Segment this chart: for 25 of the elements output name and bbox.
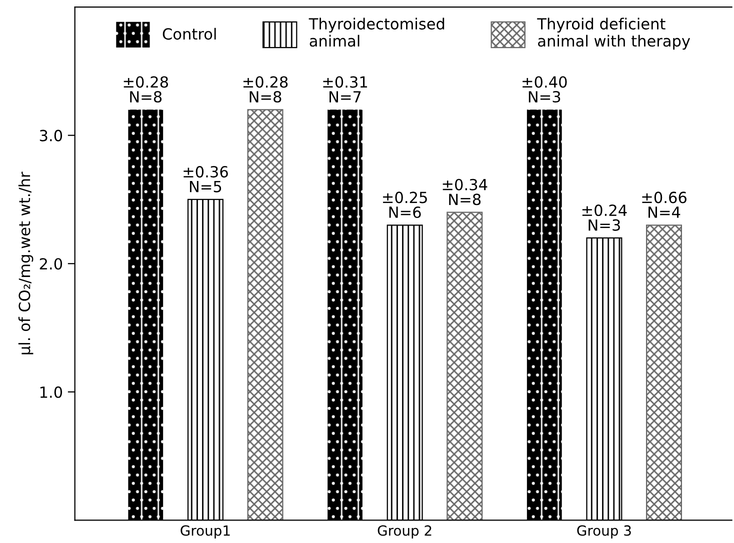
- y-tick-label: 2.0: [40, 258, 62, 270]
- y-tick-label: 1.0: [40, 386, 62, 398]
- bar: [646, 224, 682, 520]
- bar: [328, 110, 362, 520]
- data-label: ±0.34 N=8: [442, 178, 488, 206]
- bar: [526, 110, 562, 520]
- x-tick-label: Group 3: [577, 525, 631, 538]
- data-label: ±0.36 N=5: [184, 166, 228, 192]
- bar: [446, 212, 483, 520]
- y-tick-label: 3.0: [40, 130, 62, 142]
- legend-label: Thyroid deficient animal with therapy: [537, 18, 690, 50]
- data-label: ±0.66 N=4: [642, 192, 686, 218]
- x-tick-label: Group 2: [378, 525, 432, 538]
- x-tick-label: Group1: [180, 525, 230, 538]
- bar: [247, 109, 284, 520]
- bar: [128, 110, 164, 520]
- data-label: ±0.40 N=3: [522, 76, 567, 103]
- data-label: ±0.24 N=3: [582, 204, 627, 231]
- data-label: ±0.31 N=7: [323, 76, 368, 102]
- data-label: ±0.28 N=8: [124, 76, 168, 103]
- data-label: ±0.28 N=8: [243, 76, 288, 103]
- y-axis-title: μl. of CO₂/mg.wet wt./hr: [18, 172, 34, 354]
- legend-label: Thyroidectomised animal: [308, 18, 444, 47]
- data-label: ±0.25 N=6: [383, 192, 427, 218]
- legend-label: Control: [162, 28, 216, 40]
